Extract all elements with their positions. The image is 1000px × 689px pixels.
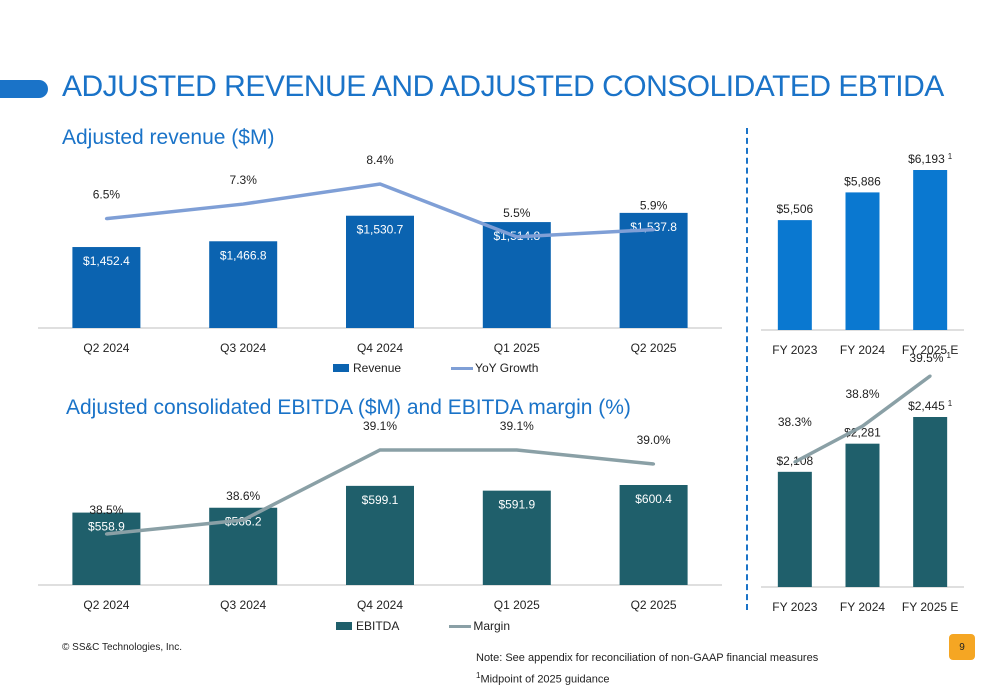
qrev-bar <box>72 247 141 328</box>
qrev-bar-label: $1,530.7 <box>357 223 404 237</box>
qebitda-line-point <box>652 462 656 466</box>
aebitda-bar <box>845 443 880 587</box>
qrev-line-label: 8.4% <box>366 153 394 167</box>
ebitda-chart-title: Adjusted consolidated EBITDA ($M) and EB… <box>66 396 631 419</box>
qebitda-bar-label: $599.1 <box>362 493 399 507</box>
qrev-tick-label: Q2 2024 <box>83 341 129 355</box>
qrev-line-label: 7.3% <box>230 173 258 187</box>
growth-legend-line <box>451 366 474 370</box>
qebitda-bar <box>346 485 414 585</box>
arev-bar <box>913 170 948 330</box>
aebitda-line-point <box>861 424 864 428</box>
qebitda-bar <box>619 485 688 585</box>
footnote-marker: 1 <box>476 671 481 680</box>
aebitda-bar-label: $2,445 1 <box>908 399 953 413</box>
ebitda-legend-swatch <box>336 622 352 630</box>
qrev-line-label: 5.9% <box>640 199 668 213</box>
qrev-line-label: 6.5% <box>93 188 121 202</box>
qebitda-line-point <box>378 448 382 452</box>
qebitda-tick-label: Q2 2024 <box>83 598 129 612</box>
qebitda-tick-label: Q4 2024 <box>357 598 403 612</box>
qebitda-bar-label: $558.9 <box>88 520 125 534</box>
page-title: ADJUSTED REVENUE AND ADJUSTED CONSOLIDAT… <box>62 70 944 103</box>
qebitda-bar-label: $591.9 <box>498 498 535 512</box>
arev-tick-label: FY 2025 E <box>902 343 958 357</box>
aebitda-line-label: 38.8% <box>845 387 879 401</box>
qebitda-line-label: 39.1% <box>500 419 534 433</box>
aebitda-tick-label: FY 2023 <box>772 600 817 614</box>
arev-tick-label: FY 2024 <box>840 343 885 357</box>
growth-legend-label: YoY Growth <box>475 361 539 375</box>
copyright: © SS&C Technologies, Inc. <box>62 642 183 653</box>
arev-bar-label: $6,193 1 <box>908 152 953 166</box>
arev-bar <box>777 220 812 330</box>
ebitda-legend-label: EBITDA <box>356 619 400 633</box>
qrev-line-point <box>515 235 519 239</box>
aebitda-line-point <box>793 460 797 464</box>
aebitda-bar <box>913 417 948 587</box>
qrev-tick-label: Q4 2024 <box>357 341 403 355</box>
footnote-text: Midpoint of 2025 guidance <box>480 673 610 686</box>
title-accent-bar <box>0 80 48 98</box>
qrev-bar-label: $1,466.8 <box>220 248 267 262</box>
aebitda-line-label: 39.5% 1 <box>909 351 951 365</box>
aebitda-tick-label: FY 2024 <box>840 600 885 614</box>
qebitda-bar <box>482 490 551 585</box>
qrev-line-point <box>378 182 382 186</box>
footnote: Note: See appendix for reconciliation of… <box>476 650 818 689</box>
qebitda-line-point <box>241 518 245 522</box>
qrev-bar <box>346 215 414 328</box>
qebitda-line-label: 38.5% <box>89 503 123 517</box>
qrev-tick-label: Q3 2024 <box>220 341 266 355</box>
qrev-tick-label: Q1 2025 <box>494 341 540 355</box>
aebitda-bar <box>777 471 812 587</box>
section-divider <box>746 128 748 610</box>
qrev-line-point <box>241 202 245 206</box>
qebitda-tick-label: Q3 2024 <box>220 598 266 612</box>
margin-legend-label: Margin <box>473 619 511 633</box>
arev-tick-label: FY 2023 <box>772 343 817 357</box>
arev-bar <box>845 192 880 330</box>
ebitda-legend: EBITDA Margin <box>336 619 510 633</box>
qrev-bar-label: $1,452.4 <box>83 254 130 268</box>
qebitda-tick-label: Q1 2025 <box>494 598 540 612</box>
aebitda-line-label: 38.3% <box>778 415 812 429</box>
revenue-chart-title: Adjusted revenue ($M) <box>62 126 275 149</box>
aebitda-line-point <box>928 374 932 378</box>
qebitda-tick-label: Q2 2025 <box>631 598 677 612</box>
qrev-line-point <box>652 228 656 232</box>
page-number: 9 <box>949 634 975 660</box>
aebitda-tick-label: FY 2025 E <box>902 600 958 614</box>
arev-bar-label: $5,506 <box>776 202 813 216</box>
margin-legend-line <box>449 624 472 628</box>
qrev-tick-label: Q2 2025 <box>631 341 677 355</box>
qebitda-bar <box>72 512 141 585</box>
qebitda-line-point <box>515 448 519 452</box>
qebitda-line-label: 39.0% <box>637 433 671 447</box>
qrev-line-point <box>104 217 108 221</box>
revenue-legend-swatch <box>333 364 349 372</box>
footnote-line-2: 1Midpoint of 2025 guidance <box>476 667 818 689</box>
qrev-line-label: 5.5% <box>503 206 531 220</box>
qebitda-bar-label: $600.4 <box>635 492 672 506</box>
revenue-legend: Revenue YoY Growth <box>333 361 538 375</box>
footnote-line-1: Note: See appendix for reconciliation of… <box>476 652 819 664</box>
arev-bar-label: $5,886 <box>844 174 881 188</box>
revenue-legend-label: Revenue <box>353 361 402 375</box>
qrev-bar <box>482 222 551 328</box>
qrev-bar <box>209 241 278 328</box>
qebitda-line-point <box>104 532 108 536</box>
qebitda-line-label: 38.6% <box>226 489 260 503</box>
qebitda-line-label: 39.1% <box>363 419 397 433</box>
